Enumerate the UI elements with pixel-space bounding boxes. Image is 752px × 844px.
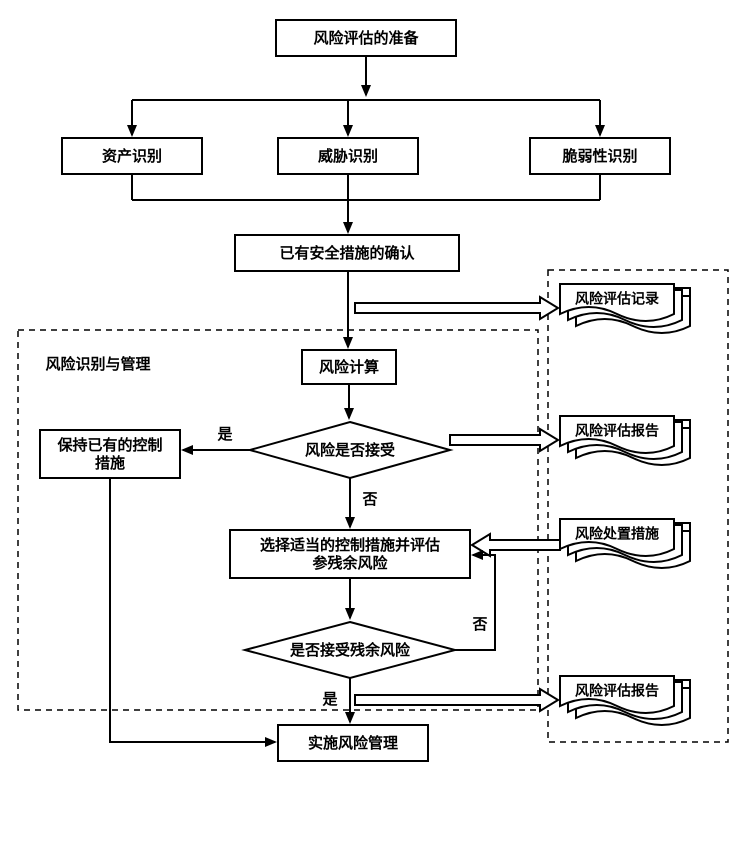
node-accept-label: 风险是否接受 <box>305 441 395 459</box>
edge <box>110 478 275 742</box>
node-implement-label: 实施风险管理 <box>308 734 398 752</box>
doc-measure: 风险处置措施 <box>560 519 690 568</box>
node-calc-label: 风险计算 <box>319 358 379 376</box>
region-label: 风险识别与管理 <box>45 355 150 373</box>
edge-label-no: 否 <box>361 491 377 508</box>
node-prep-label: 风险评估的准备 <box>313 29 419 47</box>
node-keep-label2: 措施 <box>95 454 125 472</box>
edge-label-no2: 否 <box>471 616 487 633</box>
node-select-label1: 选择适当的控制措施并评估 <box>260 536 440 554</box>
flowchart-canvas: 风险识别与管理 风险评估的准备 资产识别 威胁识别 脆弱性识别 已有安全措施的确… <box>0 0 752 844</box>
edge-label-yes2: 是 <box>321 691 338 708</box>
hollow-arrow <box>472 534 560 556</box>
hollow-arrow <box>355 689 558 711</box>
doc-report2-label: 风险评估报告 <box>575 683 659 699</box>
doc-report1: 风险评估报告 <box>560 416 690 465</box>
node-select-label2: 参残余风险 <box>312 554 388 572</box>
node-keep-label1: 保持已有的控制 <box>56 436 162 454</box>
doc-measure-label: 风险处置措施 <box>575 526 659 542</box>
node-threat-label: 威胁识别 <box>318 147 378 165</box>
doc-region <box>548 270 728 742</box>
edge-label-yes: 是 <box>216 426 233 443</box>
doc-record: 风险评估记录 <box>560 284 690 333</box>
hollow-arrow <box>450 429 558 451</box>
node-vuln-label: 脆弱性识别 <box>562 147 637 165</box>
hollow-arrow <box>355 297 558 319</box>
doc-report2: 风险评估报告 <box>560 676 690 725</box>
node-asset-label: 资产识别 <box>102 147 162 165</box>
doc-record-label: 风险评估记录 <box>575 291 659 307</box>
node-confirm-label: 已有安全措施的确认 <box>279 244 415 262</box>
doc-report1-label: 风险评估报告 <box>575 423 659 439</box>
node-residual-label: 是否接受残余风险 <box>289 641 411 659</box>
